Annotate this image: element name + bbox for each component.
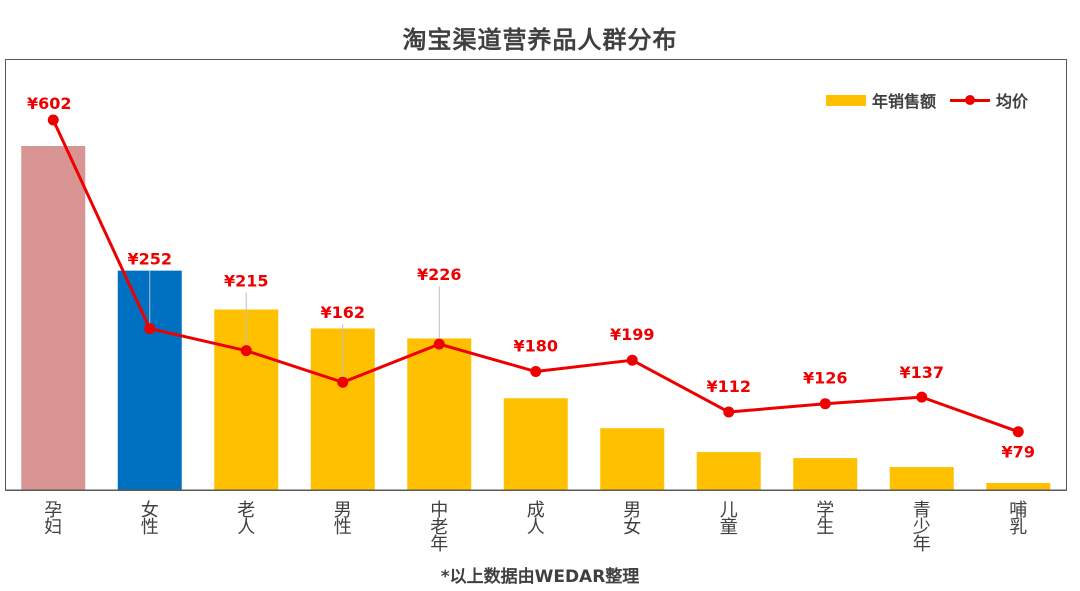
price-marker [723,406,735,418]
legend-swatch-sales [826,94,866,106]
price-marker [819,398,831,410]
price-data-label: ¥215 [224,272,269,291]
price-marker [337,376,349,388]
x-tick-label: 老人 [237,500,255,538]
x-tick-label: 女性 [141,500,159,538]
legend-label-sales: 年销售额 [872,92,937,111]
source-note: *以上数据由WEDAR整理 [440,567,640,587]
x-tick-label: 男性 [334,500,352,538]
bar [889,467,954,490]
x-tick-label: 学生 [816,500,834,538]
bar [986,483,1051,490]
price-marker [433,338,445,350]
price-data-label: ¥137 [899,363,944,382]
price-data-label: ¥112 [706,377,751,396]
price-marker [1012,426,1024,438]
x-tick-label: 中老年 [430,500,448,555]
x-tick-label: 孕妇 [44,500,62,538]
bar [407,338,472,490]
bar [503,398,568,490]
price-marker [144,323,156,335]
x-tick-label: 青少年 [913,500,931,555]
price-marker [240,345,252,357]
price-data-label: ¥226 [417,265,462,284]
legend: 年销售额 均价 [826,88,1042,112]
price-marker [47,114,59,126]
x-tick-label: 成人 [527,500,545,538]
price-line [51,119,1019,434]
bar [600,428,665,490]
price-data-label: ¥162 [320,303,365,322]
x-tick-label: 儿童 [720,500,738,538]
price-data-label: ¥199 [610,325,655,344]
x-tick-label: 哺乳 [1009,500,1027,538]
legend-item-price: 均价 [950,88,1028,112]
price-data-label: ¥602 [27,94,72,113]
price-data-label: ¥180 [513,337,558,356]
price-marker [916,391,928,403]
x-tick-label: 男女 [623,500,641,538]
legend-label-price: 均价 [996,92,1029,111]
bar [793,458,858,490]
price-marker [626,354,638,366]
legend-swatch-price [950,94,991,106]
price-data-label: ¥79 [1002,443,1035,462]
legend-item-sales: 年销售额 [826,88,936,112]
price-data-label: ¥126 [803,369,848,388]
chart-title: 淘宝渠道营养品人群分布 [402,26,678,54]
price-marker [530,366,542,378]
bar [696,452,761,490]
price-data-label: ¥252 [127,250,172,269]
bar [21,146,86,490]
